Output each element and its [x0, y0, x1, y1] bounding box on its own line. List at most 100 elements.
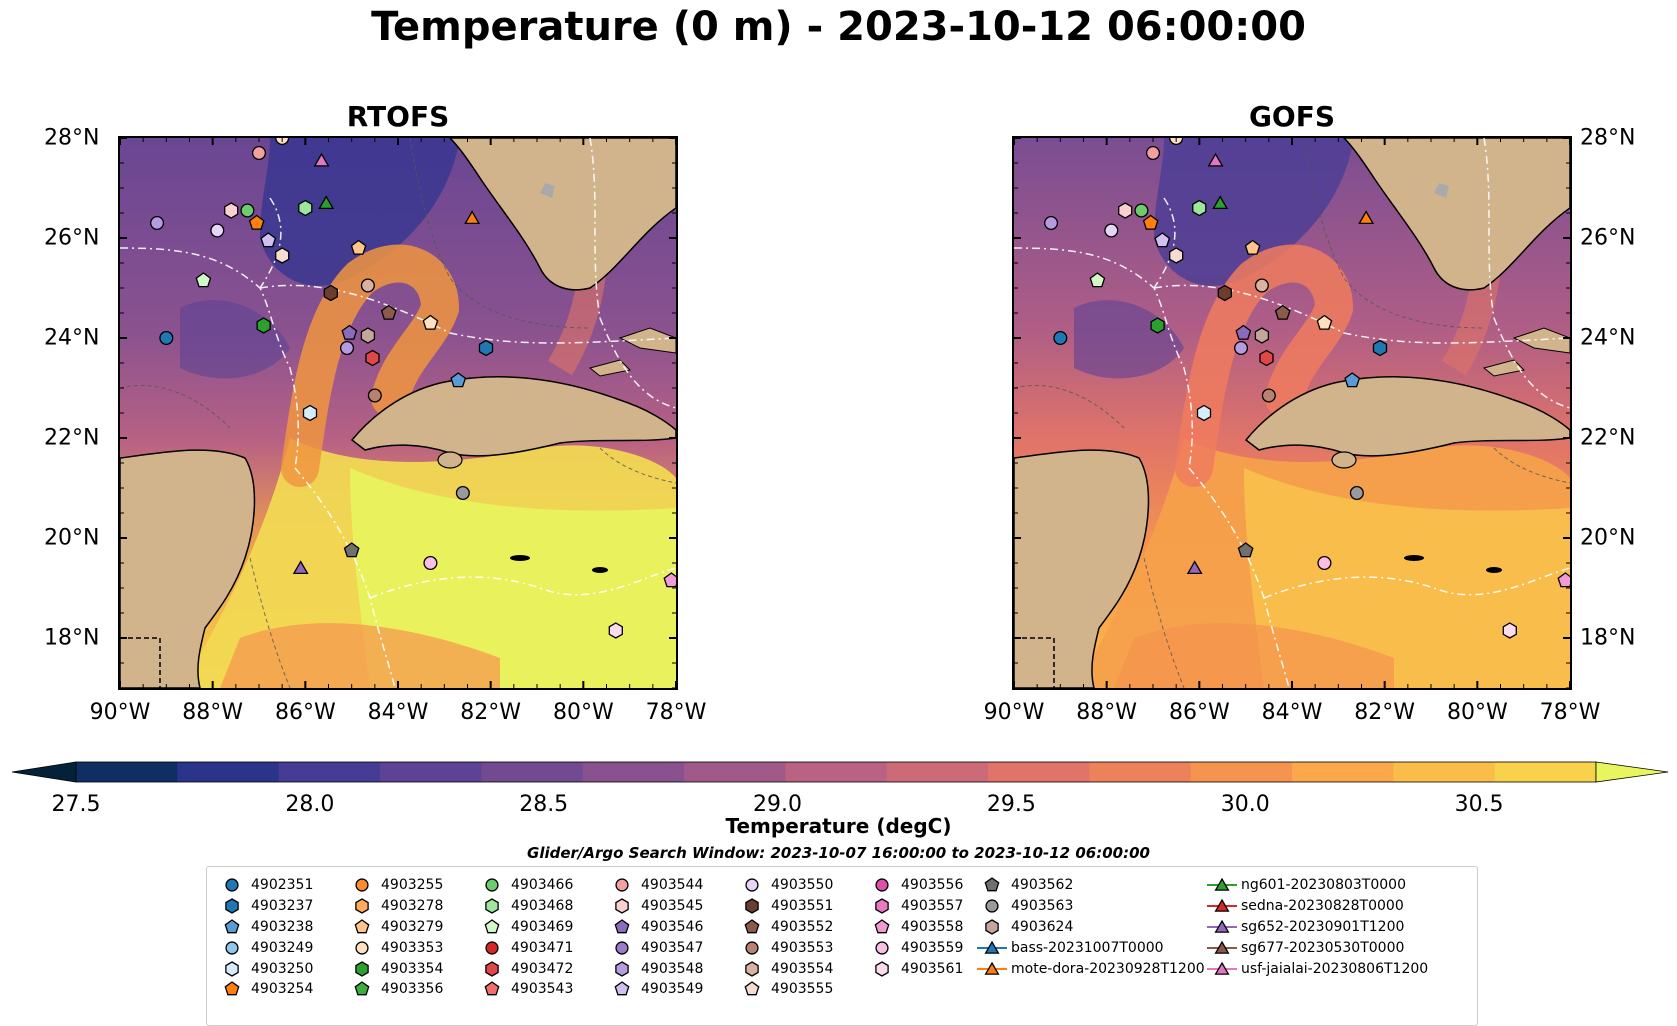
argo-float-marker-28[interactable]: [1317, 555, 1332, 571]
glider-marker-32[interactable]: [313, 152, 330, 167]
legend-marker[interactable]: [745, 878, 759, 892]
legend-marker[interactable]: [225, 941, 239, 955]
argo-float-marker-0[interactable]: [159, 330, 174, 346]
legend-marker[interactable]: [745, 941, 759, 955]
legend-marker[interactable]: [984, 961, 1000, 975]
argo-float-marker-3[interactable]: [1104, 223, 1119, 238]
legend-marker[interactable]: [614, 919, 630, 934]
argo-float-marker-7[interactable]: [251, 145, 267, 161]
legend-marker[interactable]: [985, 919, 999, 935]
argo-float-marker-10[interactable]: [275, 247, 290, 264]
argo-float-marker-25[interactable]: [302, 404, 318, 422]
legend-marker[interactable]: [615, 960, 629, 977]
glider-marker-32[interactable]: [1207, 152, 1224, 167]
argo-float-marker-0[interactable]: [1053, 330, 1068, 346]
legend-marker[interactable]: [875, 898, 889, 914]
legend-marker[interactable]: [875, 941, 889, 955]
glider-marker-31[interactable]: [318, 195, 335, 210]
glider-marker-33[interactable]: [1358, 210, 1375, 225]
argo-float-marker-5[interactable]: [1134, 203, 1149, 218]
argo-float-marker-20[interactable]: [1259, 349, 1274, 367]
argo-float-marker-21[interactable]: [367, 388, 382, 403]
argo-float-marker-30[interactable]: [608, 622, 623, 639]
argo-float-marker-29[interactable]: [663, 572, 676, 588]
argo-float-marker-19[interactable]: [1254, 327, 1270, 344]
argo-float-marker-17[interactable]: [1235, 324, 1252, 340]
argo-float-marker-27[interactable]: [343, 542, 360, 558]
legend-marker[interactable]: [615, 878, 629, 892]
argo-float-marker-13[interactable]: [323, 284, 338, 302]
legend-marker[interactable]: [355, 960, 369, 977]
argo-float-marker-3[interactable]: [210, 223, 225, 238]
legend-marker[interactable]: [984, 877, 1000, 892]
legend-marker[interactable]: [224, 981, 240, 996]
glider-marker-34[interactable]: [292, 560, 309, 575]
legend-marker[interactable]: [485, 878, 499, 892]
legend-marker[interactable]: [1214, 898, 1230, 912]
legend-marker[interactable]: [355, 941, 369, 955]
argo-float-marker-9[interactable]: [260, 232, 277, 248]
legend-marker[interactable]: [484, 919, 500, 934]
legend-marker[interactable]: [744, 981, 760, 996]
argo-float-marker-15[interactable]: [360, 278, 375, 293]
legend-marker[interactable]: [485, 960, 499, 977]
argo-float-marker-12[interactable]: [298, 199, 313, 217]
argo-float-marker-4[interactable]: [224, 202, 239, 219]
argo-float-marker-24[interactable]: [450, 372, 467, 388]
argo-float-marker-26[interactable]: [455, 485, 470, 501]
glider-marker-31[interactable]: [1212, 195, 1229, 210]
argo-float-marker-23[interactable]: [1372, 339, 1388, 357]
argo-float-marker-12[interactable]: [1192, 199, 1207, 217]
argo-float-marker-22[interactable]: [1316, 314, 1333, 330]
argo-float-marker-2[interactable]: [195, 272, 212, 288]
argo-float-marker-2[interactable]: [1089, 272, 1106, 288]
legend-marker[interactable]: [984, 940, 1000, 954]
argo-float-marker-23[interactable]: [478, 339, 494, 357]
legend-marker[interactable]: [1214, 940, 1230, 954]
legend-marker[interactable]: [874, 919, 890, 934]
legend-marker[interactable]: [485, 898, 499, 914]
argo-float-marker-21[interactable]: [1261, 388, 1276, 403]
legend-marker[interactable]: [225, 898, 239, 914]
argo-float-marker-16[interactable]: [1274, 304, 1291, 320]
argo-float-marker-26[interactable]: [1349, 485, 1364, 501]
argo-float-marker-17[interactable]: [341, 324, 358, 340]
argo-float-marker-30[interactable]: [1502, 622, 1517, 639]
legend-marker[interactable]: [875, 960, 889, 977]
argo-float-marker-19[interactable]: [360, 327, 376, 344]
legend-marker[interactable]: [744, 919, 760, 934]
argo-float-marker-13[interactable]: [1217, 284, 1232, 302]
argo-float-marker-11[interactable]: [1150, 317, 1165, 334]
argo-float-marker-1[interactable]: [1044, 215, 1059, 231]
argo-float-marker-20[interactable]: [365, 349, 380, 367]
argo-float-marker-14[interactable]: [1244, 239, 1261, 255]
argo-float-marker-6[interactable]: [1142, 214, 1159, 230]
argo-float-marker-14[interactable]: [350, 239, 367, 255]
argo-float-marker-29[interactable]: [1557, 572, 1570, 588]
argo-float-marker-18[interactable]: [340, 340, 355, 356]
glider-marker-33[interactable]: [464, 210, 481, 225]
legend-marker[interactable]: [225, 878, 239, 892]
legend-marker[interactable]: [225, 960, 239, 977]
legend-marker[interactable]: [614, 981, 630, 996]
argo-float-marker-10[interactable]: [1169, 247, 1184, 264]
legend-marker[interactable]: [985, 899, 999, 913]
argo-float-marker-1[interactable]: [150, 215, 165, 231]
argo-float-marker-6[interactable]: [248, 214, 265, 230]
argo-float-marker-28[interactable]: [423, 555, 438, 571]
legend-marker[interactable]: [875, 878, 889, 892]
legend-marker[interactable]: [224, 919, 240, 934]
argo-float-marker-5[interactable]: [240, 203, 255, 218]
legend-marker[interactable]: [485, 941, 499, 955]
argo-float-marker-22[interactable]: [422, 314, 439, 330]
legend-marker[interactable]: [355, 898, 369, 914]
legend-marker[interactable]: [1214, 961, 1230, 975]
argo-float-marker-15[interactable]: [1254, 278, 1269, 293]
argo-float-marker-24[interactable]: [1344, 372, 1361, 388]
legend-marker[interactable]: [745, 898, 759, 914]
legend-marker[interactable]: [615, 898, 629, 914]
legend-marker[interactable]: [1214, 919, 1230, 933]
legend-marker[interactable]: [615, 941, 629, 955]
argo-float-marker-27[interactable]: [1237, 542, 1254, 558]
argo-float-marker-4[interactable]: [1118, 202, 1133, 219]
